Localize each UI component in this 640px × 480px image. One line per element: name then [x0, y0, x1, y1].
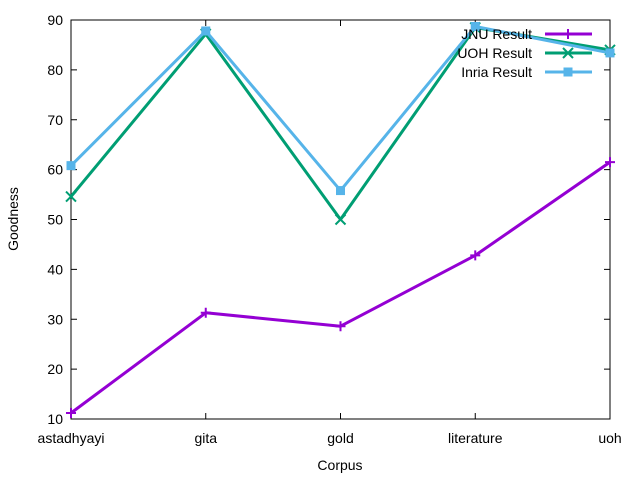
legend-label: JNU Result — [461, 26, 532, 42]
legend-label: Inria Result — [461, 64, 532, 80]
data-point — [335, 321, 346, 332]
data-point — [336, 186, 345, 196]
y-axis-label: Goodness — [5, 187, 21, 251]
series-jnu-result — [66, 157, 615, 419]
x-tick-label: uoh — [598, 430, 621, 446]
series-inria-result — [66, 21, 615, 196]
data-point — [605, 48, 615, 58]
data-point — [65, 190, 77, 203]
legend-swatch-marker — [563, 29, 573, 39]
y-tick-label: 20 — [47, 361, 63, 377]
series-line — [70, 160, 611, 415]
data-point — [470, 21, 480, 31]
data-point — [66, 161, 76, 171]
y-tick-label: 90 — [47, 12, 63, 28]
y-tick-label: 80 — [47, 62, 63, 78]
x-axis-label: Corpus — [317, 457, 362, 473]
data-point — [334, 213, 347, 226]
legend-label: UOH Result — [457, 45, 532, 61]
data-point — [200, 307, 211, 318]
y-tick-label: 10 — [47, 411, 63, 427]
legend: JNU Result UOH Result Inria Result — [457, 26, 592, 80]
y-tick-label: 30 — [47, 311, 63, 327]
data-point — [201, 26, 211, 36]
legend-swatch-marker — [562, 47, 574, 59]
x-tick-label: literature — [448, 430, 503, 446]
y-tick-label: 40 — [47, 261, 63, 277]
series-group — [65, 21, 616, 419]
y-tick-label: 70 — [47, 112, 63, 128]
data-point — [470, 250, 481, 261]
y-tick-label: 50 — [47, 212, 63, 228]
axis-ticks: 10 20 30 40 50 60 70 80 90 astadhyayi gita gold lite… — [38, 12, 622, 446]
x-tick-label: astadhyayi — [38, 430, 105, 446]
y-tick-label: 60 — [47, 162, 63, 178]
x-tick-label: gold — [327, 430, 353, 446]
x-tick-label: gita — [194, 430, 217, 446]
legend-swatch-marker — [563, 67, 573, 77]
data-point — [66, 408, 76, 419]
data-point — [605, 157, 615, 168]
